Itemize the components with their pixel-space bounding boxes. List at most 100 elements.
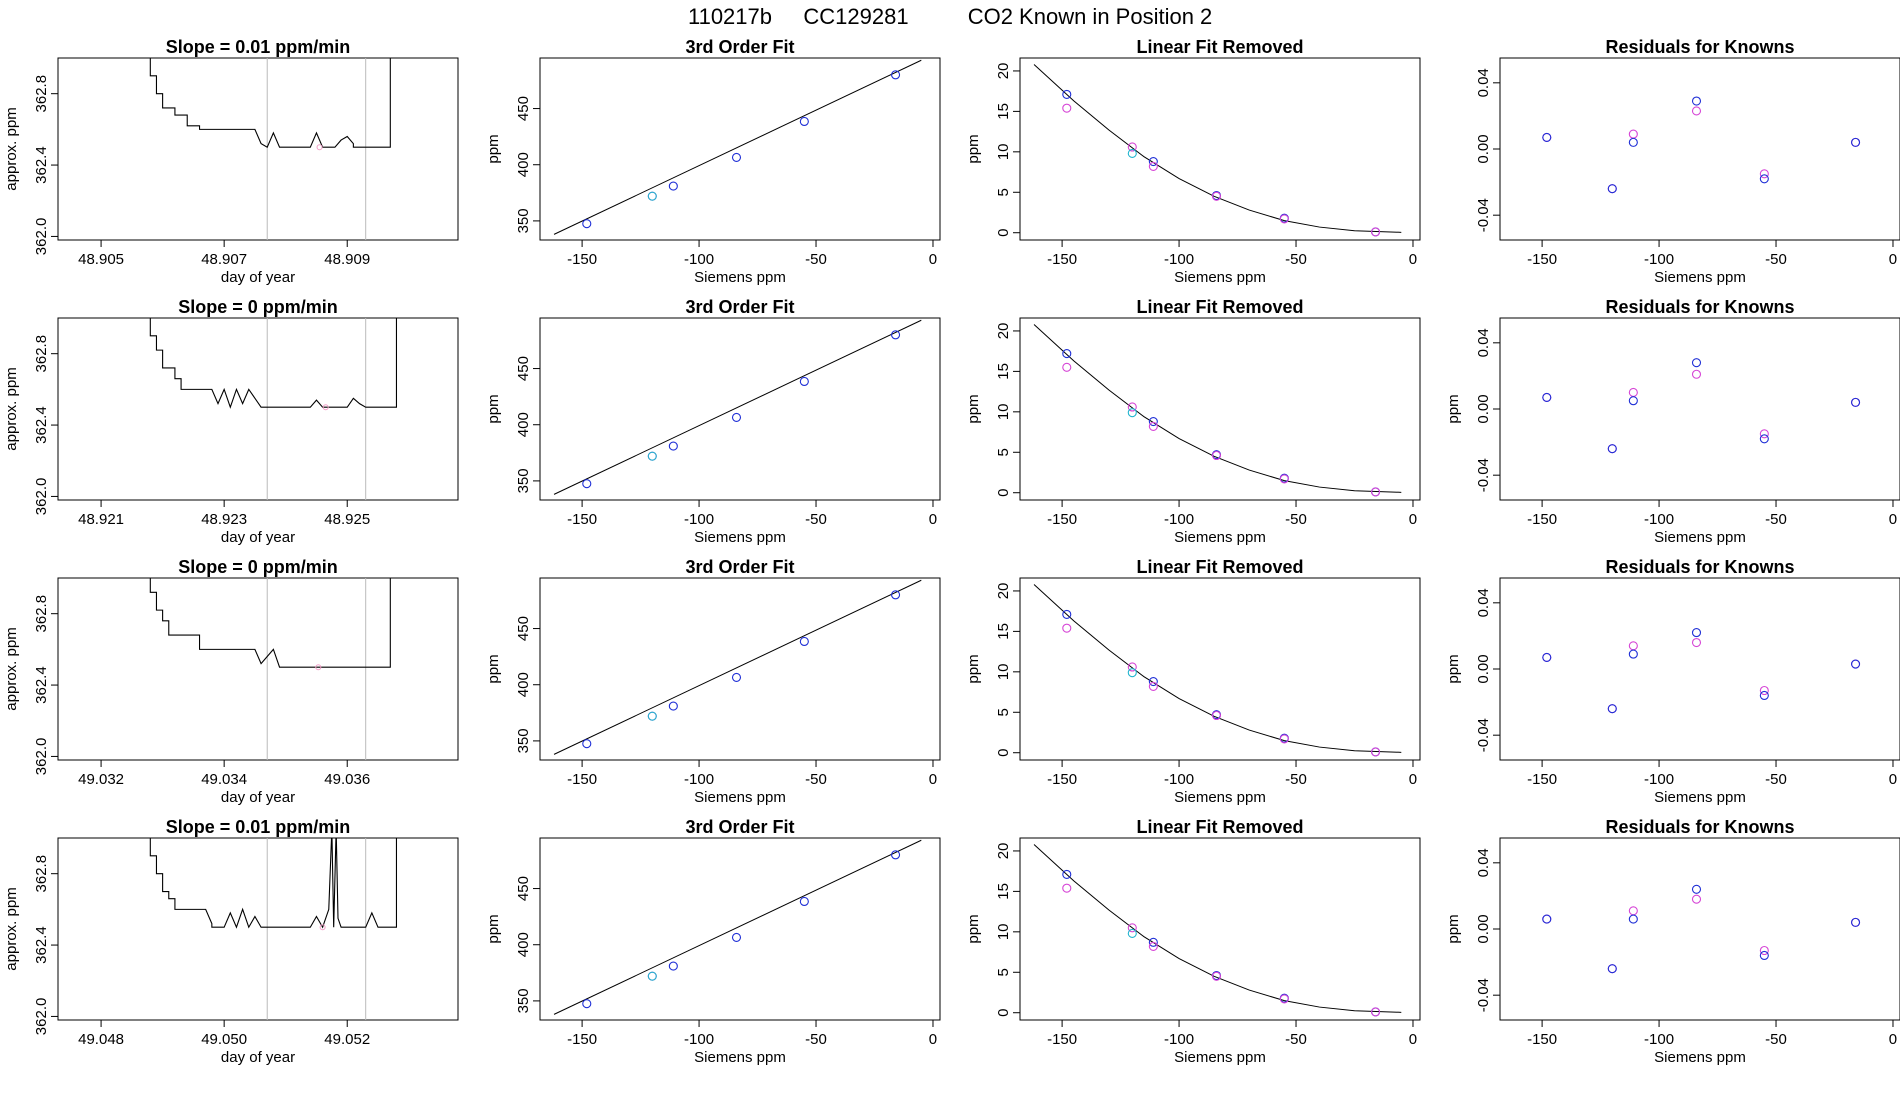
- data-point: [1279, 994, 1289, 1004]
- x-tick-label: -50: [1765, 251, 1787, 268]
- y-tick-label: -0.04: [1475, 978, 1492, 1012]
- x-tick-label: 48.925: [324, 511, 370, 528]
- y-tick-label: 362.4: [33, 926, 50, 964]
- panel-resid-row-2: Residuals for Knowns -150 -100 -50 0 -0.04 0.0…: [1445, 297, 1900, 546]
- data-point: [1759, 950, 1769, 961]
- x-tick-label: 0: [929, 511, 937, 528]
- data-point: [1211, 191, 1222, 201]
- fit-curve: [1033, 844, 1402, 1013]
- data-point: [1148, 941, 1158, 951]
- x-tick-label: 48.923: [201, 511, 247, 528]
- y-tick-label: 20: [995, 583, 1012, 600]
- data-point: [1628, 387, 1638, 398]
- data-point: [1628, 396, 1638, 406]
- data-point: [1062, 609, 1072, 619]
- x-tick-label: 0: [929, 1031, 937, 1048]
- y-axis-label: ppm: [485, 134, 502, 163]
- plot-frame: [539, 57, 941, 241]
- data-point: [582, 739, 592, 749]
- panel-fit-row-2: 3rd Order Fit -150 -100 -50 0 350 400 450 Siemen…: [485, 297, 941, 546]
- data-point: [1691, 637, 1702, 648]
- data-point: [1062, 883, 1072, 893]
- data-point: [1127, 148, 1137, 158]
- y-axis-label: ppm: [1445, 394, 1462, 423]
- plot-area: [1033, 324, 1402, 497]
- x-tick-label: 49.034: [201, 771, 247, 788]
- data-point: [1691, 369, 1702, 379]
- x-axis-label: Siemens ppm: [694, 789, 786, 806]
- data-point: [1542, 392, 1552, 402]
- panel-resid-row-1: Residuals for Knowns -150 -100 -50 0 -0.04 0.0…: [1475, 37, 1900, 286]
- data-point: [1607, 184, 1617, 194]
- y-tick-label: 362.4: [33, 406, 50, 444]
- panel-title: 3rd Order Fit: [685, 37, 794, 57]
- x-tick-label: -100: [1164, 771, 1194, 788]
- y-axis-label: ppm: [1445, 654, 1462, 683]
- plot-frame: [1499, 577, 1900, 761]
- y-axis-label: ppm: [965, 914, 982, 943]
- data-point: [1062, 869, 1072, 879]
- plot-frame: [1499, 837, 1900, 1021]
- y-axis-label: approx. ppm: [3, 367, 20, 450]
- x-tick-label: 49.048: [78, 1031, 124, 1048]
- panel-fit-row-4: 3rd Order Fit -150 -100 -50 0 350 400 450 Siemen…: [485, 817, 941, 1066]
- data-point: [1062, 89, 1072, 99]
- y-tick-label: 362.8: [33, 335, 50, 373]
- data-point: [1127, 662, 1137, 672]
- data-point: [1062, 349, 1072, 359]
- x-tick-label: -50: [1285, 511, 1307, 528]
- data-point: [1542, 652, 1552, 662]
- x-tick-label: -50: [805, 1031, 827, 1048]
- x-tick-label: -150: [567, 771, 597, 788]
- y-tick-label: 5: [995, 968, 1012, 976]
- y-tick-label: 400: [515, 152, 532, 177]
- x-tick-label: -50: [1285, 771, 1307, 788]
- x-tick-label: -150: [1047, 1031, 1077, 1048]
- data-point: [1851, 659, 1861, 669]
- x-tick-label: 0: [929, 251, 937, 268]
- x-tick-label: -100: [684, 1031, 714, 1048]
- y-tick-label: 400: [515, 412, 532, 437]
- panel-slope-row-1: Slope = 0.01 ppm/min 48.905 48.907 48.909 36…: [3, 37, 459, 286]
- data-point: [668, 441, 678, 451]
- data-point: [1148, 421, 1158, 431]
- y-tick-label: 350: [515, 468, 532, 493]
- y-axis-label: ppm: [485, 914, 502, 943]
- plot-area: [149, 838, 398, 1020]
- fit-curve: [1033, 584, 1402, 753]
- fit-curve: [1033, 64, 1402, 233]
- panel-title: Residuals for Knowns: [1605, 297, 1794, 317]
- y-tick-label: 450: [515, 96, 532, 121]
- plot-frame: [1019, 57, 1421, 241]
- data-point: [1691, 628, 1702, 638]
- x-tick-label: 0: [1889, 251, 1897, 268]
- plot-frame: [57, 577, 459, 761]
- y-tick-label: 0: [995, 749, 1012, 757]
- y-tick-label: 0: [995, 229, 1012, 237]
- data-point: [1148, 676, 1158, 687]
- data-point: [1371, 1007, 1381, 1017]
- panel-linfit-row-3: Linear Fit Removed -150 -100 -50 0 0 5 10 15 20 Si…: [965, 557, 1421, 806]
- plot-frame: [1499, 317, 1900, 501]
- data-point: [1851, 137, 1861, 147]
- data-point: [891, 70, 901, 80]
- y-axis-label: ppm: [965, 394, 982, 423]
- data-point: [799, 116, 809, 127]
- data-point: [1211, 971, 1222, 981]
- plot-area: [553, 579, 922, 755]
- y-tick-label: 362.8: [33, 595, 50, 633]
- x-tick-label: -50: [805, 251, 827, 268]
- plot-area: [1033, 844, 1402, 1017]
- y-tick-label: 350: [515, 988, 532, 1013]
- x-tick-label: -150: [1527, 511, 1557, 528]
- data-point: [1628, 914, 1638, 924]
- panel-title: 3rd Order Fit: [685, 557, 794, 577]
- y-axis-label: approx. ppm: [3, 627, 20, 710]
- data-point: [1211, 450, 1222, 461]
- data-point: [1148, 156, 1158, 167]
- x-tick-label: 0: [1409, 771, 1417, 788]
- x-axis-label: Siemens ppm: [694, 269, 786, 286]
- x-tick-label: 0: [1409, 511, 1417, 528]
- x-tick-label: 0: [1889, 1031, 1897, 1048]
- data-point: [1759, 685, 1769, 696]
